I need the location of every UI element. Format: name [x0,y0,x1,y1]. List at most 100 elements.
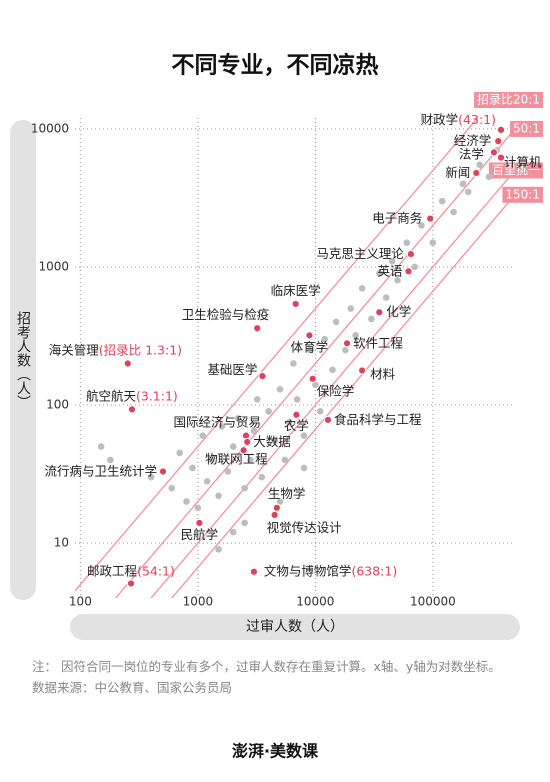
point-label: 文物与博物馆学(638:1) [264,563,397,578]
highlight-point [308,374,317,383]
y-tick-label: 10000 [31,121,69,135]
point [97,443,105,450]
brand: 澎湃·美数课 [232,742,319,761]
point [411,263,418,271]
point-note: (43:1) [458,111,496,126]
point [215,492,222,500]
point-name: 物联网工程 [205,451,268,466]
point [271,437,278,445]
point-name: 视觉传达设计 [267,519,342,534]
reference-line [75,118,479,592]
point [358,285,366,292]
highlight-point [258,371,267,381]
point [207,456,215,464]
point-name: 航空航天 [86,388,137,403]
point [147,473,155,481]
point [329,366,336,374]
reference-label-bg [510,120,543,137]
highlight-point [472,168,481,178]
reference-line [114,128,515,598]
x-tick-label: 10000 [296,595,334,609]
reference-label-bg [474,92,543,108]
highlight-point [123,359,132,368]
x-axis-label: 过审人数（人） [246,619,344,635]
point [321,335,328,343]
point-name: 海关管理 [49,342,100,357]
y-axis-label: 招考人数（人） [15,311,31,409]
point [253,396,261,403]
point [194,504,202,512]
reference-line [170,194,515,598]
highlight-point [323,415,333,425]
point-label: 食品科学与工程 [334,411,422,426]
point [394,277,401,284]
point [476,161,483,169]
y-tick-label: 10 [54,536,69,550]
point-name: 卫生检验与检疫 [182,307,270,322]
point-name: 大数据 [253,433,291,448]
highlight-point [249,567,259,576]
chart-title: 不同专业，不同凉热 [172,52,379,79]
y-tick-label: 100 [46,398,69,412]
point [234,415,242,422]
point [382,294,390,301]
highlight-point [305,331,314,340]
highlight-point [489,148,499,157]
point [276,385,284,393]
point-name: 软件工程 [353,335,404,350]
point [306,346,314,354]
point-label: 生物学 [268,485,306,500]
point [215,546,222,553]
point-name: 体育学 [291,339,329,354]
highlight-point [195,518,204,527]
point [229,443,237,450]
point [224,468,232,475]
highlight-point [406,249,415,259]
point-name: 马克思主义理论 [316,246,404,261]
x-tick-label: 100 [69,595,92,609]
highlight-point [158,467,168,476]
point [459,180,467,188]
x-label-bar [70,614,520,640]
highlight-point [270,510,279,519]
point [229,528,237,536]
point-label: 航空航天(3.1:1) [86,388,178,403]
highlight-point [272,503,281,512]
highlight-point [342,339,352,348]
point [464,188,472,196]
point [107,456,114,464]
point-label: 电子商务 [372,210,422,225]
point [281,456,289,464]
point-label: 海关管理(招录比 1.3:1) [49,342,182,357]
point-label: 农学 [284,417,309,432]
point [438,197,446,205]
point-name: 流行病与卫生统计学 [44,463,157,478]
point-label: 体育学 [291,339,329,354]
point [286,418,293,426]
point [332,318,340,326]
highlight-point [375,308,384,317]
point [258,473,266,481]
point [418,222,425,229]
point-label: 计算机 [504,154,542,169]
point-name: 保险学 [317,383,355,398]
point-label: 临床医学 [271,282,321,297]
point-name: 基础医学 [207,362,257,377]
highlight-point [239,446,248,455]
point [241,484,248,492]
point-name: 邮政工程 [87,563,138,578]
highlight-point [291,299,300,309]
highlight-point [253,324,262,333]
point [199,432,207,439]
point [312,381,319,389]
point-name: 英语 [377,263,402,278]
point-name: 农学 [284,417,309,432]
highlight-point [426,214,435,223]
reference-label-bg [488,162,543,179]
point [189,464,196,472]
point [168,484,176,492]
point-name: 财政学 [421,111,459,126]
reference-label: 招录比20:1 [477,93,540,107]
x-tick-label: 1000 [183,595,214,609]
